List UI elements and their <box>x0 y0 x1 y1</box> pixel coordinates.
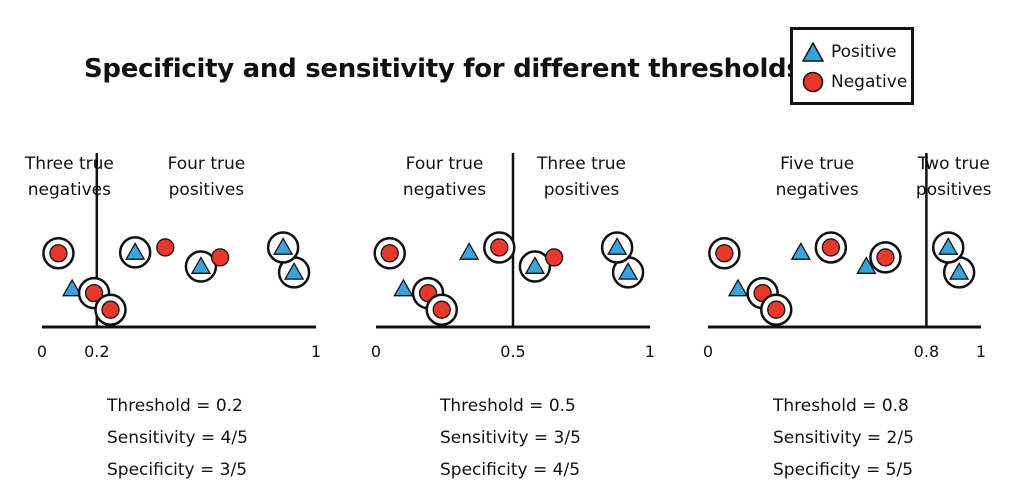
positive-point <box>393 278 414 297</box>
positive-point <box>938 237 959 255</box>
tick-label: 0.8 <box>914 342 939 361</box>
tick-label: 0 <box>703 342 713 361</box>
region-label-negatives: Three true <box>24 154 114 174</box>
tick-label: 1 <box>645 342 655 361</box>
positive-point <box>790 242 811 260</box>
negative-point <box>49 244 68 263</box>
stats-panel-1: Threshold = 0.2 Sensitivity = 4/5 Specif… <box>107 390 248 486</box>
negative-point <box>876 248 895 267</box>
tick-label: 0.2 <box>84 342 109 361</box>
threshold-text: Threshold = 0.5 <box>440 396 576 416</box>
positive-point <box>727 278 749 297</box>
negative-point <box>715 244 734 263</box>
region-label-positives: positives <box>916 180 992 200</box>
region-label-positives: Four true <box>168 154 246 174</box>
region-label-positives: positives <box>169 180 245 200</box>
legend-label-negative: Negative <box>831 72 908 92</box>
figure-title: Specificity and sensitivity for differen… <box>84 54 802 84</box>
legend-item-negative: Negative <box>801 68 907 96</box>
region-label-negatives: negatives <box>28 180 111 200</box>
panel-1: 0 0.2 1 Three true negatives Four true positiv… <box>24 153 321 361</box>
positive-point <box>606 237 628 255</box>
specificity-text: Specificity = 4/5 <box>440 460 581 480</box>
positive-point <box>459 242 480 260</box>
tick-label: 0 <box>371 342 381 361</box>
threshold-text: Threshold = 0.2 <box>107 396 243 416</box>
stats-panel-2: Threshold = 0.5 Sensitivity = 3/5 Specif… <box>440 390 581 486</box>
legend: Positive Negative <box>790 27 914 105</box>
sensitivity-text: Sensitivity = 4/5 <box>107 428 248 448</box>
stats-panel-3: Threshold = 0.8 Sensitivity = 2/5 Specif… <box>773 390 914 486</box>
panel-2: 0 0.5 1 Four true negatives Three true positiv… <box>371 153 655 361</box>
specificity-text: Specificity = 5/5 <box>773 460 914 480</box>
tick-label: 1 <box>311 342 321 361</box>
specificity-text: Specificity = 3/5 <box>107 460 248 480</box>
positive-point <box>856 256 877 274</box>
legend-label-positive: Positive <box>831 42 897 62</box>
triangle-icon <box>801 41 825 62</box>
positive-point <box>272 237 294 255</box>
negative-point <box>821 238 840 257</box>
circle-icon <box>802 71 824 93</box>
region-label-negatives: negatives <box>403 180 486 200</box>
region-label-positives: Three true <box>536 154 626 174</box>
positive-point <box>524 256 546 274</box>
region-label-positives: positives <box>544 180 620 200</box>
positive-point <box>283 262 305 280</box>
region-label-negatives: Five true <box>780 154 854 174</box>
region-label-negatives: Four true <box>406 154 484 174</box>
negative-point <box>84 283 104 303</box>
threshold-text: Threshold = 0.8 <box>773 396 909 416</box>
tick-label: 0.5 <box>500 342 525 361</box>
positive-point <box>62 278 83 297</box>
negative-point <box>432 300 451 319</box>
panel-3: 0 0.8 1 Five true negatives Two true positives <box>703 153 992 361</box>
legend-item-positive: Positive <box>801 38 897 66</box>
negative-point <box>380 244 399 263</box>
negative-point <box>490 238 509 257</box>
region-label-negatives: negatives <box>776 180 859 200</box>
sensitivity-text: Sensitivity = 2/5 <box>773 428 914 448</box>
positive-point <box>125 242 146 260</box>
negative-point <box>101 300 120 319</box>
positive-point <box>190 256 212 274</box>
region-label-positives: Two true <box>917 154 990 174</box>
positive-point <box>617 262 639 280</box>
negative-point <box>156 238 175 257</box>
negative-point <box>210 248 230 267</box>
tick-label: 1 <box>976 342 986 361</box>
negative-point <box>544 248 564 267</box>
tick-label: 0 <box>37 342 47 361</box>
positive-point <box>949 262 970 280</box>
negative-point <box>767 300 786 319</box>
sensitivity-text: Sensitivity = 3/5 <box>440 428 581 448</box>
